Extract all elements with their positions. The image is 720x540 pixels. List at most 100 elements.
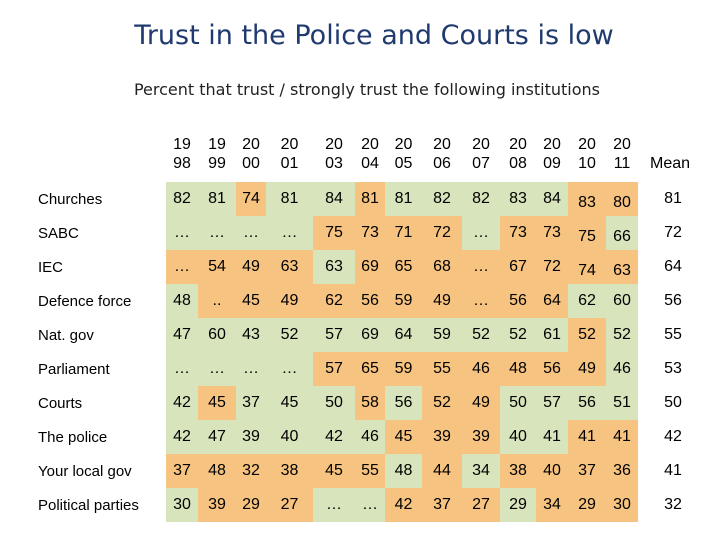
table-cell: 64: [385, 318, 422, 352]
year-header-top: 20: [433, 136, 451, 153]
table-cell: 41: [568, 420, 606, 454]
table-cell: 50: [313, 386, 355, 420]
table-cell: 38: [500, 454, 536, 488]
table-cell: 67: [500, 250, 536, 284]
table-cell: 55: [422, 352, 462, 386]
year-header-top: 20: [613, 136, 631, 153]
row-label: SABC: [38, 225, 79, 242]
mean-value: 41: [664, 462, 682, 479]
year-header-bottom: 11: [613, 155, 631, 172]
table-cell: 37: [236, 386, 266, 420]
table-cell: …: [462, 216, 500, 250]
table-cell: 56: [500, 284, 536, 318]
table-cell: 46: [462, 352, 500, 386]
table-cell: …: [236, 352, 266, 386]
table-cell: 73: [536, 216, 568, 250]
year-header: 20 05: [389, 135, 419, 173]
table-cell: 51: [606, 386, 638, 420]
year-header-bottom: 08: [509, 155, 527, 172]
year-header-top: 19: [173, 136, 191, 153]
table-cell: 57: [536, 386, 568, 420]
table-cell: 45: [313, 454, 355, 488]
table-cell: 29: [236, 488, 266, 522]
table-cell: 64: [536, 284, 568, 318]
table-cell: 72: [422, 216, 462, 250]
table-cell: 82: [422, 182, 462, 216]
table-cell: 66: [606, 216, 638, 250]
table-cell: 49: [266, 284, 313, 318]
year-header: 20 03: [319, 135, 349, 173]
table-cell: 74: [236, 182, 266, 216]
table-cell: 57: [313, 318, 355, 352]
table-cell: 39: [462, 420, 500, 454]
table-cell: 46: [355, 420, 385, 454]
table-cell: …: [266, 352, 313, 386]
year-header-bottom: 01: [280, 155, 299, 172]
table-cell: 48: [385, 454, 422, 488]
year-header-top: 20: [509, 136, 527, 153]
mean-value: 56: [664, 292, 682, 309]
table-cell: 59: [422, 318, 462, 352]
year-header-top: 19: [208, 136, 226, 153]
table-cell: 40: [500, 420, 536, 454]
table-cell: 62: [568, 284, 606, 318]
table-cell: 42: [166, 420, 198, 454]
table-cell: 61: [536, 318, 568, 352]
table-cell: 82: [462, 182, 500, 216]
row-label: The police: [38, 429, 108, 446]
table-cell: 65: [355, 352, 385, 386]
year-header: 20 00: [236, 135, 266, 173]
table-cell: 39: [236, 420, 266, 454]
table-cell: ..: [198, 284, 236, 318]
table-cell: 84: [536, 182, 568, 216]
table-cell: 37: [568, 454, 606, 488]
table-cell: …: [166, 352, 198, 386]
year-header: 20 01: [275, 135, 305, 173]
page-title: Trust in the Police and Courts is low: [134, 20, 614, 51]
table-cell: 68: [422, 250, 462, 284]
row-label: IEC: [38, 259, 64, 276]
table-cell: 49: [462, 386, 500, 420]
year-header: 20 10: [572, 135, 602, 173]
year-header-bottom: 03: [325, 155, 343, 172]
table-cell: 47: [166, 318, 198, 352]
table-cell: 41: [606, 420, 638, 454]
table-cell: 56: [536, 352, 568, 386]
table-cell: 71: [385, 216, 422, 250]
table-cell: 56: [355, 284, 385, 318]
year-header-bottom: 04: [361, 155, 379, 172]
table-cell: 52: [422, 386, 462, 420]
table-cell: …: [462, 250, 500, 284]
page-subtitle: Percent that trust / strongly trust the …: [133, 80, 601, 99]
table-cell: 63: [606, 250, 638, 284]
table-cell: 48: [198, 454, 236, 488]
row-label: Your local gov: [38, 463, 132, 480]
table-cell: 81: [266, 182, 313, 216]
table-cell: 74: [568, 250, 606, 284]
table-cell: 39: [422, 420, 462, 454]
table-cell: 83: [568, 182, 606, 216]
mean-value: 53: [664, 360, 682, 377]
table-cell: 48: [500, 352, 536, 386]
table-cell: 55: [355, 454, 385, 488]
mean-value: 32: [664, 496, 682, 513]
row-label: Churches: [38, 191, 103, 208]
table-cell: 63: [266, 250, 313, 284]
table-cell: 45: [266, 386, 313, 420]
year-header: 20 04: [355, 135, 385, 173]
table-cell: 81: [355, 182, 385, 216]
table-cell: 81: [385, 182, 422, 216]
table-cell: 60: [606, 284, 638, 318]
year-header-bottom: 00: [242, 155, 260, 172]
table-cell: 56: [385, 386, 422, 420]
table-cell: 48: [166, 284, 198, 318]
table-cell: 54: [198, 250, 236, 284]
table-cell: 69: [355, 318, 385, 352]
table-cell: 75: [568, 216, 606, 250]
year-header-top: 20: [280, 136, 299, 153]
table-cell: 50: [500, 386, 536, 420]
year-header-bottom: 07: [472, 155, 490, 172]
table-cell: 46: [606, 352, 638, 386]
year-header-bottom: 05: [394, 155, 413, 172]
table-cell: …: [198, 216, 236, 250]
